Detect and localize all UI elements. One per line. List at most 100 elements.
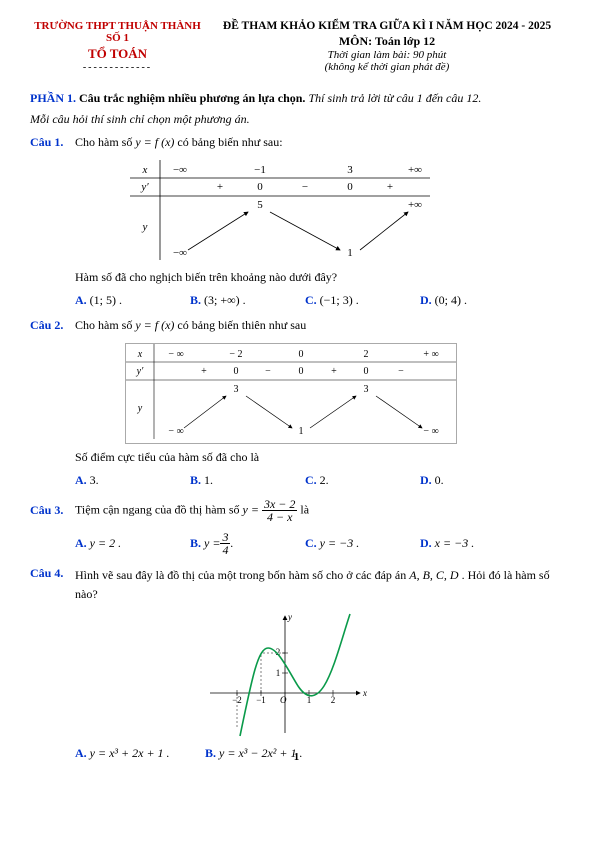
q3-b-label: B. — [190, 536, 201, 551]
q1-text: Cho hàm số y = f (x) có bảng biến như sa… — [75, 135, 283, 150]
q1-choices: A. (1; 5) . B. (3; +∞) . C. (−1; 3) . D.… — [75, 293, 563, 308]
q2: Câu 2. Cho hàm số y = f (x) có bảng biến… — [30, 318, 563, 333]
q2-label: Câu 2. — [30, 318, 75, 333]
q2-a-val: 3. — [90, 473, 99, 487]
q1-c-label: C. — [305, 293, 317, 307]
svg-text:y: y — [142, 221, 148, 233]
svg-text:−1: −1 — [256, 695, 266, 705]
q3-c-label: C. — [305, 536, 317, 550]
q1-text-b: có bảng biến như sau: — [177, 135, 282, 149]
svg-text:0: 0 — [257, 181, 263, 193]
header: TRƯỜNG THPT THUẬN THÀNH SỐ 1 TỔ TOÁN ---… — [30, 20, 563, 73]
svg-text:− ∞: − ∞ — [423, 426, 438, 437]
exam-time: Thời gian làm bài: 90 phút — [211, 49, 563, 61]
svg-text:2: 2 — [331, 695, 336, 705]
q1-fx: y = f (x) — [135, 135, 174, 149]
q3-b-val: y = — [204, 536, 220, 551]
header-left: TRƯỜNG THPT THUẬN THÀNH SỐ 1 TỔ TOÁN ---… — [30, 20, 205, 73]
svg-text:+: + — [217, 181, 223, 193]
dept-name: TỔ TOÁN — [30, 46, 205, 62]
q1-label: Câu 1. — [30, 135, 75, 150]
q1-a-label: A. — [75, 293, 87, 307]
header-right: ĐỀ THAM KHẢO KIỂM TRA GIỮA KÌ I NĂM HỌC … — [211, 20, 563, 73]
svg-text:−: − — [398, 366, 404, 377]
svg-text:0: 0 — [347, 181, 353, 193]
q3-text: Tiệm cận ngang của đồ thị hàm số y = 3x … — [75, 498, 309, 523]
q4-text: Hình vẽ sau đây là đồ thị của một trong … — [75, 566, 563, 604]
svg-text:0: 0 — [234, 366, 239, 377]
q2-a-label: A. — [75, 473, 87, 487]
svg-text:+: + — [201, 366, 207, 377]
q1-b-val: (3; +∞) . — [204, 293, 246, 307]
svg-text:O: O — [280, 695, 287, 705]
svg-text:+: + — [387, 181, 393, 193]
q3: Câu 3. Tiệm cận ngang của đồ thị hàm số … — [30, 498, 563, 523]
q1: Câu 1. Cho hàm số y = f (x) có bảng biến… — [30, 135, 563, 150]
q1-b-label: B. — [190, 293, 201, 307]
q2-b-val: 1. — [204, 473, 213, 487]
part1-sub: Mỗi câu hỏi thí sinh chỉ chọn một phương… — [30, 112, 563, 127]
q3-d-val: x = −3 . — [435, 536, 475, 550]
q2-text-a: Cho hàm số — [75, 318, 135, 332]
page-number: 1 — [0, 751, 593, 763]
svg-text:3: 3 — [364, 384, 369, 395]
q2-table: x − ∞ − 2 0 2 + ∞ y′ + 0 − 0 + 0 − y − ∞… — [125, 343, 457, 444]
q2-fx: y = f (x) — [135, 318, 174, 332]
svg-text:−: − — [302, 181, 308, 193]
q3-b-frac-d: 4 — [220, 544, 230, 556]
q2-c-label: C. — [305, 473, 317, 487]
svg-text:x: x — [362, 688, 367, 698]
svg-text:−2: −2 — [232, 695, 242, 705]
svg-text:y: y — [137, 403, 143, 414]
svg-text:x: x — [137, 349, 143, 360]
q1-x-label: x — [142, 164, 148, 176]
q3-choices: A. y = 2 . B. y = 3 4 . C. y = −3 . D. x… — [75, 531, 563, 556]
svg-text:2: 2 — [364, 349, 369, 360]
svg-text:5: 5 — [257, 199, 263, 211]
q4: Câu 4. Hình vẽ sau đây là đồ thị của một… — [30, 566, 563, 604]
exam-title: ĐỀ THAM KHẢO KIỂM TRA GIỮA KÌ I NĂM HỌC … — [211, 20, 563, 32]
svg-text:0: 0 — [299, 366, 304, 377]
q1-text-a: Cho hàm số — [75, 135, 135, 149]
q3-d-label: D. — [420, 536, 432, 550]
q3-c-val: y = −3 . — [320, 536, 360, 550]
svg-text:+∞: +∞ — [408, 199, 422, 211]
svg-text:+: + — [331, 366, 337, 377]
q2-text: Cho hàm số y = f (x) có bảng biến thiên … — [75, 318, 306, 333]
svg-text:−∞: −∞ — [173, 247, 187, 259]
q3-text-a: Tiệm cận ngang của đồ thị hàm số — [75, 502, 243, 516]
part1-title: Câu trắc nghiệm nhiều phương án lựa chọn… — [79, 91, 305, 105]
q4-graph: x y O −2 −1 1 2 1 2 — [200, 608, 563, 742]
part1-instr: Thí sinh trả lời từ câu 1 đến câu 12. — [308, 91, 481, 105]
part1-label: PHẦN 1. — [30, 91, 79, 105]
q3-b-tail: . — [230, 536, 233, 551]
q4-text-a: Hình vẽ sau đây là đồ thị của một trong … — [75, 568, 409, 582]
q4-label: Câu 4. — [30, 566, 75, 581]
q2-choices: A. 3. B. 1. C. 2. D. 0. — [75, 473, 563, 488]
svg-text:1: 1 — [276, 668, 281, 678]
svg-text:1: 1 — [347, 247, 353, 259]
q3-label: Câu 3. — [30, 503, 75, 518]
q2-b-label: B. — [190, 473, 201, 487]
school-name: TRƯỜNG THPT THUẬN THÀNH SỐ 1 — [30, 20, 205, 44]
svg-text:3: 3 — [347, 164, 353, 176]
svg-text:+∞: +∞ — [408, 164, 422, 176]
svg-text:−: − — [265, 366, 271, 377]
q1-d-label: D. — [420, 293, 432, 307]
svg-text:y′: y′ — [140, 181, 149, 193]
svg-text:−1: −1 — [254, 164, 266, 176]
q1-ask: Hàm số đã cho nghịch biến trên khoảng nà… — [75, 270, 563, 285]
q3-a-val: y = 2 . — [90, 536, 121, 550]
q1-c-val: (−1; 3) . — [320, 293, 359, 307]
q2-ask: Số điểm cực tiểu của hàm số đã cho là — [75, 450, 563, 465]
q2-text-b: có bảng biến thiên như sau — [177, 318, 306, 332]
svg-text:0: 0 — [299, 349, 304, 360]
svg-text:− ∞: − ∞ — [168, 426, 183, 437]
q1-a-val: (1; 5) . — [90, 293, 122, 307]
q1-d-val: (0; 4) . — [435, 293, 467, 307]
dash-line: ------------- — [30, 62, 205, 73]
q2-c-val: 2. — [320, 473, 329, 487]
svg-text:y: y — [287, 612, 292, 622]
q3-a-label: A. — [75, 536, 87, 550]
svg-text:0: 0 — [364, 366, 369, 377]
